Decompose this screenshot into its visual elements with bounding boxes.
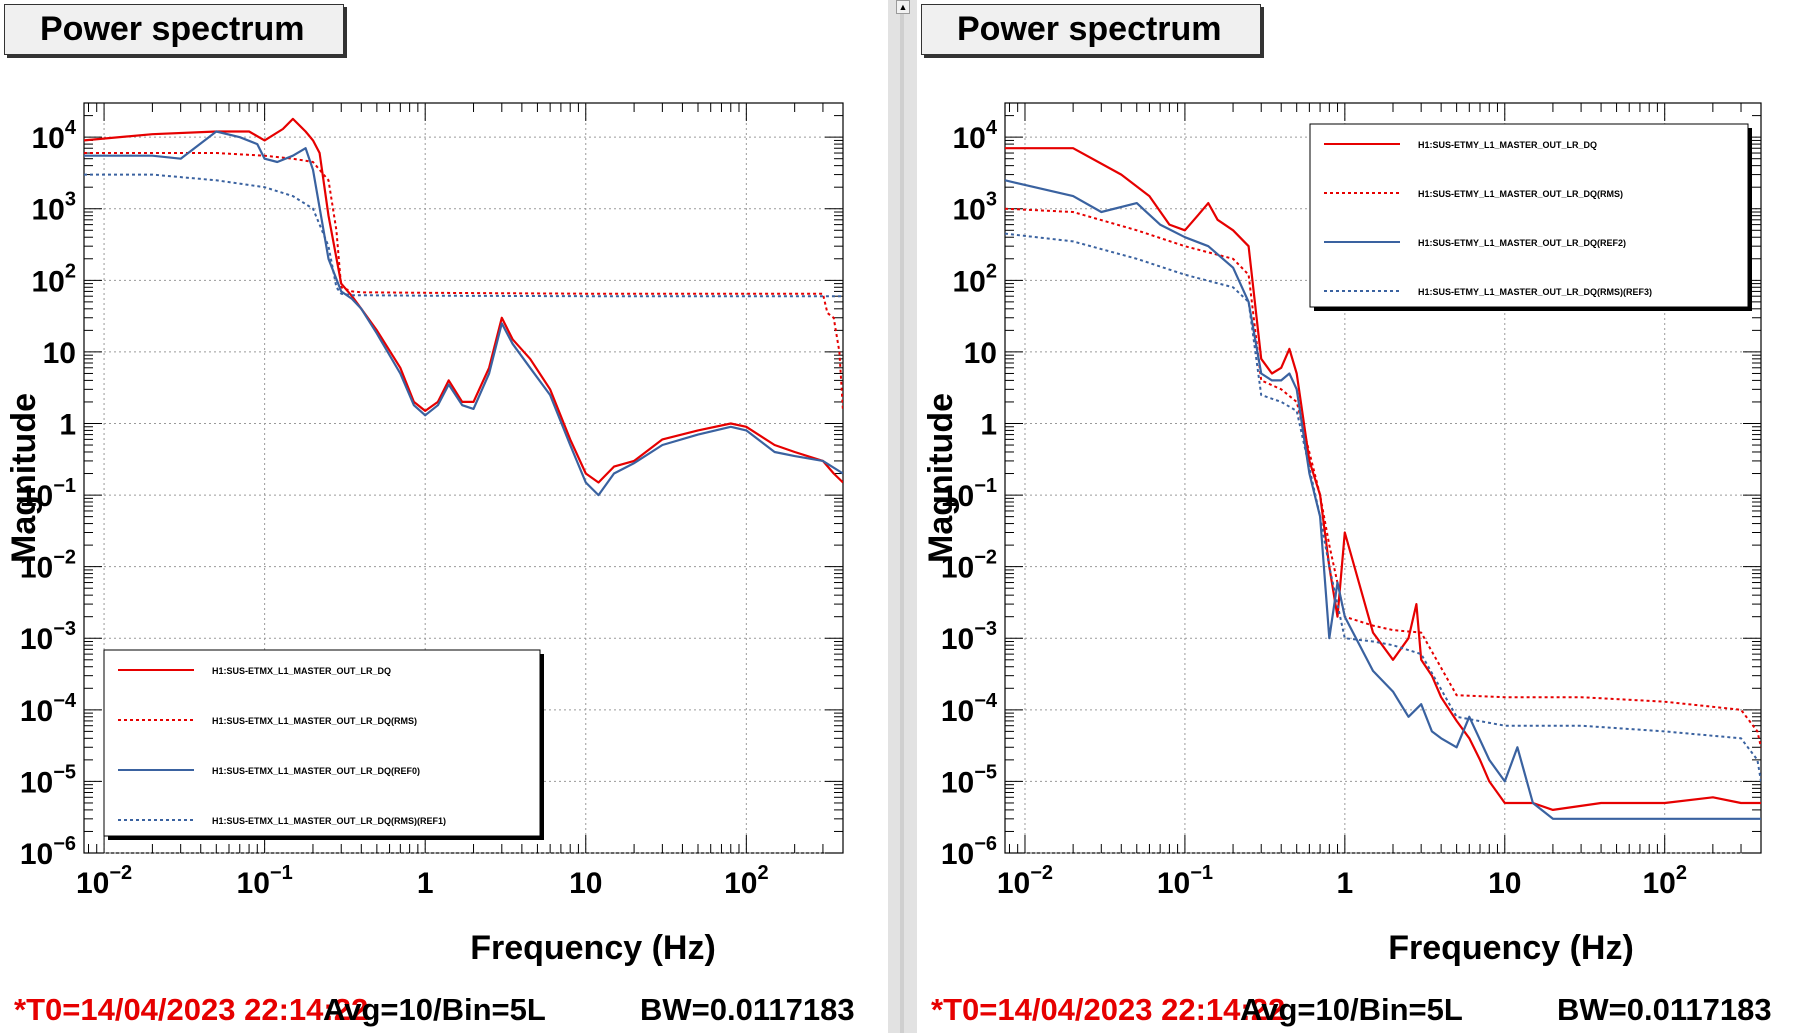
plot-title: Power spectrum bbox=[921, 4, 1261, 55]
y-tick-label: 103 bbox=[953, 189, 998, 227]
x-tick-label: 102 bbox=[1642, 862, 1687, 900]
y-tick-label: 1 bbox=[59, 408, 76, 441]
y-tick-label: 102 bbox=[953, 260, 998, 298]
footer-avg: Avg=10/Bin=5L bbox=[323, 992, 546, 1027]
footer-t0: *T0=14/04/2023 22:14:22 bbox=[14, 992, 369, 1027]
x-tick-label: 102 bbox=[724, 862, 769, 900]
legend-label: H1:SUS-ETMX_L1_MASTER_OUT_LR_DQ(RMS)(REF… bbox=[212, 816, 446, 826]
plot-title: Power spectrum bbox=[4, 4, 344, 55]
legend: H1:SUS-ETMX_L1_MASTER_OUT_LR_DQ H1:SUS-ET… bbox=[103, 649, 544, 840]
series-line bbox=[84, 152, 843, 411]
panel-divider[interactable]: ▲ bbox=[888, 0, 917, 1033]
y-tick-label: 10−5 bbox=[941, 761, 997, 799]
x-tick-label: 10−1 bbox=[237, 862, 293, 900]
y-tick-label: 10 bbox=[964, 337, 997, 370]
y-tick-label: 10−2 bbox=[20, 547, 76, 585]
spectrum-chart-left: 10−2 10−1 1 10 102 10−6 10−5 10−4 10−3 10−2 10−1 1 1… bbox=[5, 102, 844, 967]
y-tick-label: 10 bbox=[43, 337, 76, 370]
axis-ticks bbox=[84, 102, 844, 854]
spectrum-chart-right: 10−2 10−1 1 10 102 10−6 10−5 10−4 10−3 10−2 10−1 1 1… bbox=[922, 102, 1762, 967]
x-axis-label: Frequency (Hz) bbox=[470, 929, 716, 967]
series-group bbox=[84, 117, 843, 497]
footer-t0: *T0=14/04/2023 22:14:22 bbox=[931, 992, 1286, 1027]
scroll-up-icon[interactable]: ▲ bbox=[896, 0, 910, 14]
legend-label: H1:SUS-ETMX_L1_MASTER_OUT_LR_DQ bbox=[212, 666, 391, 676]
series-line bbox=[1005, 179, 1761, 820]
legend-label: H1:SUS-ETMY_L1_MASTER_OUT_LR_DQ bbox=[1418, 140, 1597, 150]
x-tick-label: 10−2 bbox=[997, 862, 1053, 900]
legend-label: H1:SUS-ETMY_L1_MASTER_OUT_LR_DQ(RMS) bbox=[1418, 189, 1623, 199]
splitter-handle[interactable] bbox=[900, 14, 904, 1033]
series-line bbox=[84, 117, 843, 484]
x-tick-label: 10−1 bbox=[1157, 862, 1213, 900]
y-tick-label: 10−6 bbox=[941, 833, 997, 871]
legend-box bbox=[1309, 123, 1749, 308]
y-tick-label: 10−4 bbox=[20, 690, 77, 728]
y-axis-label: Magnitude bbox=[922, 393, 960, 563]
x-tick-label: 1 bbox=[417, 867, 434, 900]
series-group bbox=[1005, 147, 1761, 820]
y-axis-label: Magnitude bbox=[5, 393, 43, 563]
x-axis-label: Frequency (Hz) bbox=[1388, 929, 1634, 967]
series-line bbox=[84, 173, 843, 298]
y-tick-label: 10−1 bbox=[20, 475, 76, 513]
left-plot-panel[interactable]: Power spectrum 10−2 10−1 1 10 102 10−6 10−5 10−… bbox=[0, 0, 888, 1033]
series-line bbox=[84, 130, 843, 497]
series-line bbox=[1005, 207, 1761, 748]
y-tick-label: 104 bbox=[32, 117, 77, 155]
legend-label: H1:SUS-ETMX_L1_MASTER_OUT_LR_DQ(RMS) bbox=[212, 716, 417, 726]
y-tick-label: 10−4 bbox=[941, 690, 998, 728]
y-tick-label: 10−2 bbox=[941, 547, 997, 585]
footer-avg: Avg=10/Bin=5L bbox=[1240, 992, 1463, 1027]
y-tick-label: 10−1 bbox=[941, 475, 997, 513]
y-tick-label: 1 bbox=[980, 408, 997, 441]
x-tick-label: 1 bbox=[1337, 867, 1354, 900]
x-tick-label: 10 bbox=[569, 867, 602, 900]
x-tick-label: 10 bbox=[1488, 867, 1521, 900]
y-tick-label: 10−3 bbox=[20, 618, 76, 656]
x-tick-label: 10−2 bbox=[76, 862, 132, 900]
footer-bw: BW=0.0117183 bbox=[640, 992, 855, 1027]
series-line bbox=[1005, 232, 1761, 782]
footer-bw: BW=0.0117183 bbox=[1557, 992, 1772, 1027]
right-plot-panel[interactable]: Power spectrum 10−2 10−1 1 10 102 10−6 10−5 10−… bbox=[917, 0, 1802, 1033]
y-tick-label: 102 bbox=[32, 260, 77, 298]
legend-label: H1:SUS-ETMY_L1_MASTER_OUT_LR_DQ(RMS)(REF… bbox=[1418, 287, 1652, 297]
y-tick-label: 104 bbox=[953, 117, 998, 155]
series-line bbox=[1005, 147, 1761, 811]
legend-label: H1:SUS-ETMY_L1_MASTER_OUT_LR_DQ(REF2) bbox=[1418, 238, 1626, 248]
y-tick-label: 103 bbox=[32, 189, 77, 227]
axis-ticks bbox=[1005, 102, 1762, 854]
legend-box bbox=[103, 649, 541, 837]
y-tick-label: 10−3 bbox=[941, 618, 997, 656]
y-tick-label: 10−5 bbox=[20, 761, 76, 799]
y-tick-label: 10−6 bbox=[20, 833, 76, 871]
legend: H1:SUS-ETMY_L1_MASTER_OUT_LR_DQ H1:SUS-ET… bbox=[1309, 123, 1752, 311]
legend-label: H1:SUS-ETMX_L1_MASTER_OUT_LR_DQ(REF0) bbox=[212, 766, 420, 776]
